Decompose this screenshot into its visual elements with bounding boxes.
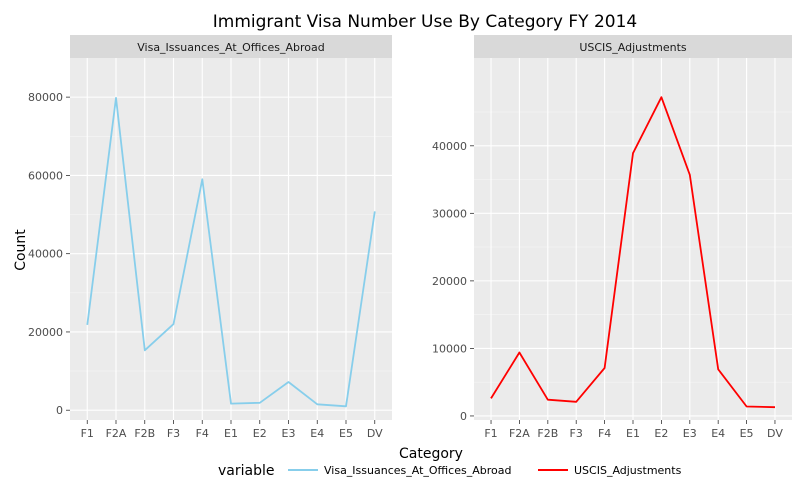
legend-label: Visa_Issuances_At_Offices_Abroad [324, 464, 511, 477]
x-tick-label: E1 [626, 427, 640, 440]
y-tick-label: 30000 [432, 207, 467, 220]
x-tick-label: E3 [683, 427, 697, 440]
x-tick-label: E2 [253, 427, 267, 440]
x-axis-title: Category [399, 446, 463, 462]
x-tick-label: E3 [282, 427, 296, 440]
y-tick-label: 40000 [432, 140, 467, 153]
y-tick-label: 80000 [28, 91, 63, 104]
x-tick-label: F4 [598, 427, 611, 440]
y-tick-label: 0 [460, 410, 467, 423]
x-tick-label: F4 [196, 427, 209, 440]
x-tick-label: F3 [167, 427, 180, 440]
x-tick-label: F1 [81, 427, 94, 440]
series-line [490, 96, 776, 409]
panels: Visa_Issuances_At_Offices_Abroad 0 20000 40… [28, 35, 792, 440]
x-tick-label: E5 [339, 427, 353, 440]
y-tick-label: 40000 [28, 248, 63, 261]
x-tick-label: F2B [134, 427, 155, 440]
series-line [86, 97, 376, 408]
chart-title: Immigrant Visa Number Use By Category FY… [213, 12, 637, 32]
x-tick-label: E4 [310, 427, 324, 440]
y-axis-title: Count [13, 229, 29, 271]
x-tick-label: DV [767, 427, 783, 440]
x-tick-label: E1 [224, 427, 238, 440]
legend: variable Visa_Issuances_At_Offices_Abroad… [218, 463, 682, 479]
x-tick-label: F1 [484, 427, 497, 440]
panel-strip [474, 35, 792, 58]
x-tick-label: F2A [106, 427, 127, 440]
y-tick-label: 20000 [28, 326, 63, 339]
x-tick-label: F3 [570, 427, 583, 440]
x-tick-label: F2B [537, 427, 558, 440]
x-tick-label: F2A [509, 427, 530, 440]
panel-2: USCIS_Adjustments 0 10000 20000 30000 40000 F1… [432, 35, 792, 440]
y-tick-label: 10000 [432, 342, 467, 355]
legend-title: variable [218, 463, 274, 479]
panel-1: Visa_Issuances_At_Offices_Abroad 0 20000 40… [28, 35, 392, 440]
y-tick-label: 0 [56, 404, 63, 417]
x-tick-label: E5 [740, 427, 754, 440]
panel-strip [70, 35, 392, 58]
y-tick-label: 60000 [28, 169, 63, 182]
x-tick-label: E4 [711, 427, 725, 440]
legend-label: USCIS_Adjustments [574, 464, 682, 477]
y-tick-label: 20000 [432, 275, 467, 288]
panel-strip-label: Visa_Issuances_At_Offices_Abroad [137, 41, 324, 54]
panel-strip-label: USCIS_Adjustments [579, 41, 687, 54]
x-tick-label: DV [367, 427, 383, 440]
x-tick-label: E2 [654, 427, 668, 440]
